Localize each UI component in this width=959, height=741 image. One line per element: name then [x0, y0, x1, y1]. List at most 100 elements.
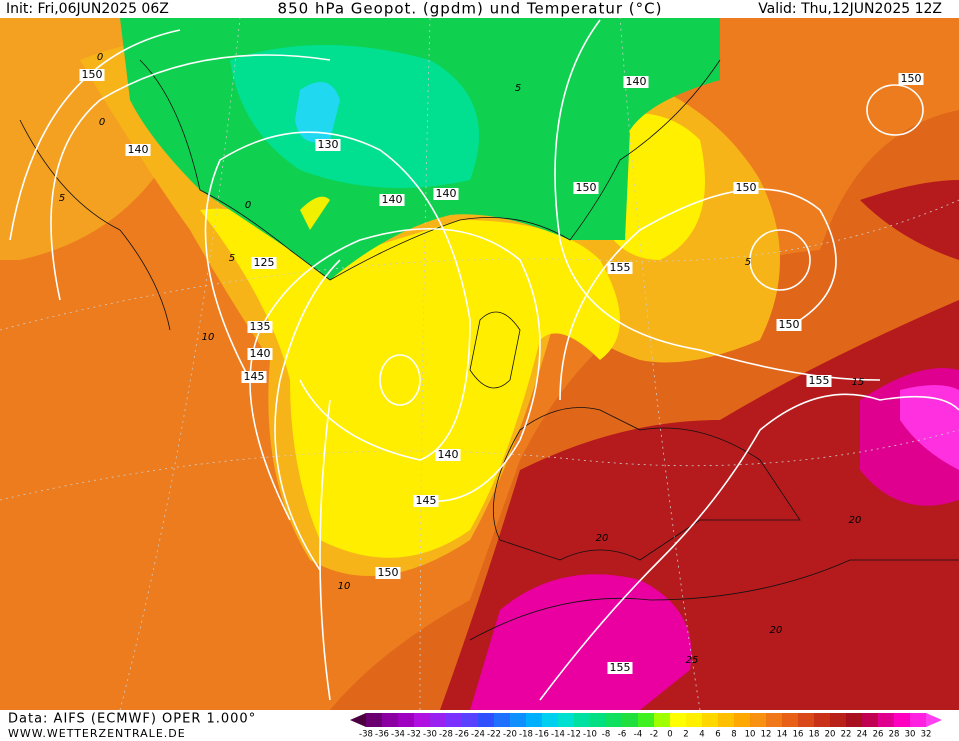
colorbar-label: 28 [889, 730, 900, 740]
colorbar: -38 -36 -34 -32 -30 -28 -26 -24 -22 -20 -18 -16 -14-… [350, 713, 942, 740]
coastlines [19, 59, 959, 641]
colorbar-label: -32 [407, 730, 421, 740]
contour-label: 145 [244, 370, 265, 383]
isotherm-label: 20 [849, 515, 862, 526]
map-title: 850 hPa Geopot. (gpdm) und Temperatur (°… [278, 0, 663, 18]
colorbar-label: 6 [715, 730, 720, 740]
colorbar-swatch [894, 713, 911, 727]
label-box [573, 182, 599, 194]
isotherm-label: 0 [245, 200, 251, 211]
label-box [247, 321, 273, 333]
colorbar-swatch [366, 713, 383, 727]
colorbar-swatch [622, 713, 639, 727]
colorbar-label: 22 [841, 730, 852, 740]
colorbar-label: -36 [375, 730, 389, 740]
contour-label: 140 [250, 347, 271, 360]
label-box [607, 262, 633, 274]
label-box [433, 188, 459, 200]
colorbar-label: 2 [683, 730, 688, 740]
colorbar-label: 10 [745, 730, 756, 740]
colorbar-label: 18 [809, 730, 820, 740]
contour-label: 155 [610, 261, 631, 274]
isotherm-label: 0 [97, 52, 103, 63]
contour-label: 140 [626, 75, 647, 88]
colorbar-label: -22 [487, 730, 501, 740]
contour-label: 155 [610, 661, 631, 674]
colorbar-label: 8 [731, 730, 736, 740]
colorbar-swatch [862, 713, 879, 727]
label-box [315, 139, 341, 151]
isotherm-label: 10 [338, 581, 351, 592]
contour-label: 140 [128, 143, 149, 156]
colorbar-swatch [574, 713, 591, 727]
colorbar-label: -4 [634, 730, 642, 740]
label-box [776, 319, 802, 331]
colorbar-label: -12 [567, 730, 581, 740]
isotherm-label: 0 [99, 117, 105, 128]
label-box [241, 371, 267, 383]
colorbar-swatch [430, 713, 447, 727]
contour-label: 135 [250, 320, 271, 333]
colorbar-label: 16 [793, 730, 804, 740]
colorbar-swatch [654, 713, 671, 727]
contour-label: 140 [382, 193, 403, 206]
isotherm-label: 20 [596, 533, 609, 544]
colorbar-swatch [846, 713, 863, 727]
label-box [607, 662, 633, 674]
colorbar-label: -2 [650, 730, 658, 740]
colorbar-label: -28 [439, 730, 453, 740]
contour-label: 130 [318, 138, 339, 151]
contour-label: 145 [416, 494, 437, 507]
colorbar-swatch [734, 713, 751, 727]
colorbar-swatch [638, 713, 655, 727]
colorbar-label: -16 [535, 730, 549, 740]
contour-label: 150 [82, 68, 103, 81]
colorbar-swatch [558, 713, 575, 727]
colorbar-swatch [446, 713, 463, 727]
colorbar-swatch [814, 713, 831, 727]
colorbar-label: -38 [359, 730, 373, 740]
contour-label: 140 [436, 187, 457, 200]
site: WWW.WETTERZENTRALE.DE [8, 727, 186, 740]
isotherm-label: 5 [229, 253, 235, 264]
isotherm-label: 5 [515, 83, 521, 94]
colorbar-label: 30 [905, 730, 916, 740]
colorbar-swatch [462, 713, 479, 727]
colorbar-label: 4 [699, 730, 704, 740]
label-box [413, 495, 439, 507]
isotherm-label: 5 [745, 257, 751, 268]
colorbar-label: -30 [423, 730, 437, 740]
colorbar-label: -8 [602, 730, 610, 740]
colorbar-arrow [350, 713, 366, 727]
colorbar-label: 12 [761, 730, 772, 740]
colorbar-swatch [766, 713, 783, 727]
label-box [79, 69, 105, 81]
label-box [379, 194, 405, 206]
colorbar-swatch [414, 713, 431, 727]
isotherm-label: 5 [59, 193, 65, 204]
colorbar-label: -20 [503, 730, 517, 740]
colorbar-swatch [878, 713, 895, 727]
colorbar-label: 24 [857, 730, 868, 740]
contour-label: 150 [576, 181, 597, 194]
colorbar-label: 14 [777, 730, 788, 740]
graticule [0, 17, 959, 711]
label-box [898, 73, 924, 85]
label-box [251, 257, 277, 269]
colorbar-swatch [798, 713, 815, 727]
colorbar-swatch [830, 713, 847, 727]
colorbar-swatch [910, 713, 927, 727]
colorbar-swatch [606, 713, 623, 727]
colorbar-swatch [702, 713, 719, 727]
isotherm-label: 15 [852, 377, 865, 388]
colorbar-label: -26 [455, 730, 469, 740]
isotherm-label: 10 [202, 332, 215, 343]
label-box [806, 375, 832, 387]
label-box [623, 76, 649, 88]
colorbar-label: 20 [825, 730, 836, 740]
valid-time: Valid: Thu,12JUN2025 12Z [758, 1, 942, 17]
colorbar-label: 0 [667, 730, 672, 740]
colorbar-swatch [590, 713, 607, 727]
